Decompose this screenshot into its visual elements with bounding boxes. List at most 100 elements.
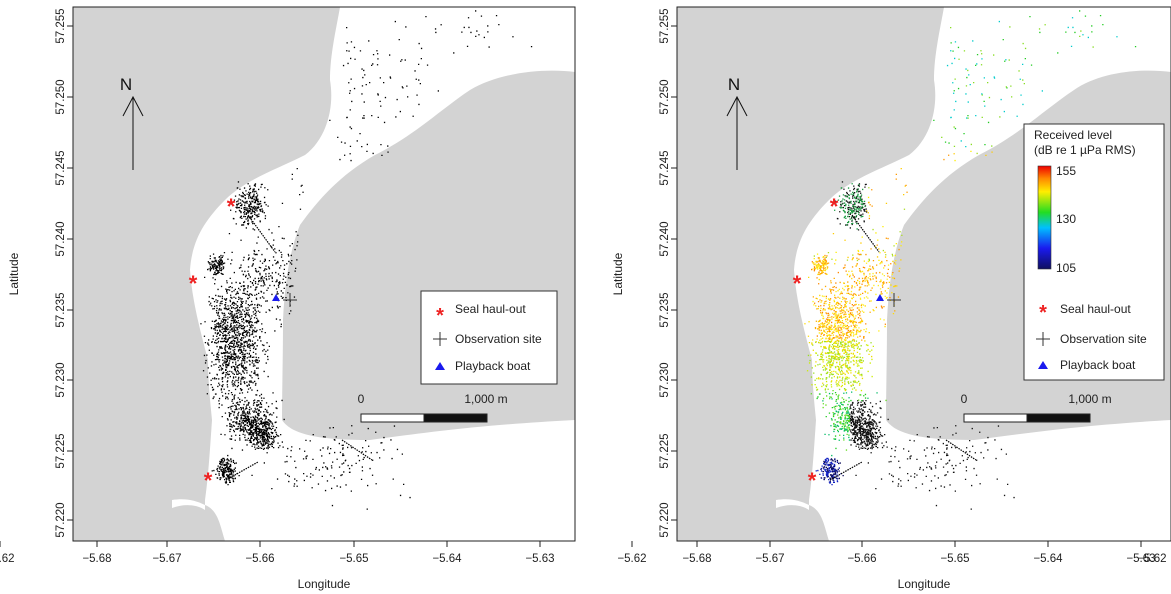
seal-haulout-marker: * [830, 194, 839, 219]
track-points [808, 340, 873, 392]
x-tick-label: −5.63 [525, 553, 554, 565]
x-axis: −5.68 −5.67 −5.66 −5.65 −5.64 −5.63 −5.62 [82, 541, 647, 565]
y-axis-label: Latitude [7, 252, 21, 295]
colorbar-title-line2: (dB re 1 µPa RMS) [1034, 143, 1136, 157]
x-tick-label: −5.68 [82, 553, 111, 565]
x-tick-label: −5.62 [617, 553, 646, 565]
legend-cross-icon [1036, 332, 1050, 346]
x-axis-label: Longitude [898, 577, 951, 591]
x-tick-label: −5.62 [1137, 553, 1166, 565]
track-points [812, 260, 900, 342]
y-tick-label: 57.255 [659, 8, 671, 43]
north-label: N [120, 75, 132, 94]
transect-line [945, 439, 977, 461]
x-tick-label: −5.68 [682, 553, 711, 565]
legend-seal-haulout: Seal haul-out [455, 302, 526, 316]
y-tick-label: 57.220 [55, 502, 67, 537]
transect-line [247, 214, 276, 253]
y-tick-label: 57.240 [659, 221, 671, 256]
y-tick-label: 57.230 [55, 362, 67, 397]
y-tick-label: 57.235 [659, 292, 671, 327]
left-map-panel: N * * * * Seal haul-out Observation site [7, 6, 647, 591]
track-points [806, 340, 874, 392]
colorbar-tick-mid: 130 [1056, 212, 1076, 226]
seal-haulout-marker: * [808, 468, 817, 493]
scale-end-label: 1,000 m [464, 392, 507, 406]
map-frame [676, 6, 1171, 542]
track-points [820, 458, 844, 482]
y-tick-label: 57.255 [55, 8, 67, 43]
seal-haulout-marker: * [227, 194, 236, 219]
animal-track-points [200, 10, 533, 510]
y-tick-label: 57.240 [55, 221, 67, 256]
playback-boat-marker [876, 294, 884, 301]
scale-start-label: 0 [358, 392, 365, 406]
legend-triangle-icon [435, 362, 445, 370]
y-axis: 57.220 57.225 57.230 57.235 57.240 57.245 57.2… [55, 8, 73, 538]
y-tick-label: 57.250 [659, 79, 671, 114]
x-tick-label: −5.66 [245, 553, 274, 565]
observation-site-marker [283, 293, 297, 307]
legend-triangle-icon [1038, 361, 1048, 369]
track-points [804, 260, 901, 342]
scale-start-label: 0 [961, 392, 968, 406]
x-tick-label: −5.65 [940, 553, 969, 565]
track-points [810, 390, 887, 451]
y-tick-label: 57.220 [659, 502, 671, 537]
seal-haulout-markers: * * * [189, 194, 236, 493]
observation-site-marker [887, 293, 901, 307]
x-tick-label: −5.63 [1126, 553, 1155, 565]
x-tick-label: −5.62 [0, 553, 15, 565]
right-map-panel: N * * * Received level (dB re 1 µPa RMS)… [0, 6, 1171, 591]
seal-haulout-marker: * [189, 271, 198, 296]
legend-observation-site: Observation site [1060, 332, 1147, 346]
seal-haulout-marker: * [204, 468, 213, 493]
y-tick-label: 57.235 [55, 292, 67, 327]
scale-bar: 0 1,000 m [961, 392, 1112, 423]
legend-playback-boat: Playback boat [455, 359, 531, 373]
track-points [834, 183, 866, 230]
colorbar-tick-high: 155 [1056, 164, 1076, 178]
north-arrow: N [120, 75, 144, 170]
colorbar-title-line1: Received level [1034, 128, 1112, 142]
transect-line [341, 439, 373, 461]
scale-end-label: 1,000 m [1068, 392, 1111, 406]
legend-playback-boat: Playback boat [1060, 358, 1136, 372]
y-tick-label: 57.250 [55, 79, 67, 114]
legend: * Seal haul-out Observation site Playbac… [420, 290, 558, 385]
legend-star-icon: * [1039, 302, 1047, 324]
y-tick-label: 57.225 [55, 433, 67, 468]
x-tick-label: −5.67 [755, 553, 784, 565]
transect-line [225, 461, 259, 481]
transect-line [829, 461, 863, 481]
y-tick-label: 57.245 [659, 150, 671, 185]
x-tick-label: −5.64 [1033, 553, 1063, 565]
legend-cross-icon [433, 332, 447, 346]
x-tick-label: −5.67 [152, 553, 181, 565]
coast-inlet [500, 521, 540, 541]
colorbar-tick-low: 105 [1056, 261, 1076, 275]
seal-haulout-markers: * * * [793, 194, 839, 493]
track-points [815, 457, 842, 486]
y-axis: 57.220 57.225 57.230 57.235 57.240 57.245 57.2… [659, 8, 677, 538]
sea-loch-water [172, 7, 575, 541]
sea-loch-water [776, 7, 1171, 541]
transect-line [851, 214, 880, 253]
x-tick-label: −5.65 [339, 553, 368, 565]
north-arrow: N [726, 75, 748, 170]
legend-seal-haulout: Seal haul-out [1060, 302, 1131, 316]
y-axis-label: Latitude [611, 252, 625, 295]
colorbar [1037, 165, 1052, 270]
x-tick-label: −5.66 [847, 553, 876, 565]
playback-boat-marker [272, 294, 280, 301]
coast-inlet [1104, 521, 1144, 541]
y-tick-label: 57.245 [55, 150, 67, 185]
x-axis-label: Longitude [298, 577, 351, 591]
legend-star-icon: * [436, 305, 444, 327]
y-tick-label: 57.230 [659, 362, 671, 397]
seal-haulout-marker: * [793, 271, 802, 296]
x-axis: −5.68−5.67−5.66−5.65−5.64−5.63−5.62−5.62 [0, 541, 1167, 565]
legend: Received level (dB re 1 µPa RMS) 155 130… [1023, 123, 1165, 381]
legend-observation-site: Observation site [455, 332, 542, 346]
